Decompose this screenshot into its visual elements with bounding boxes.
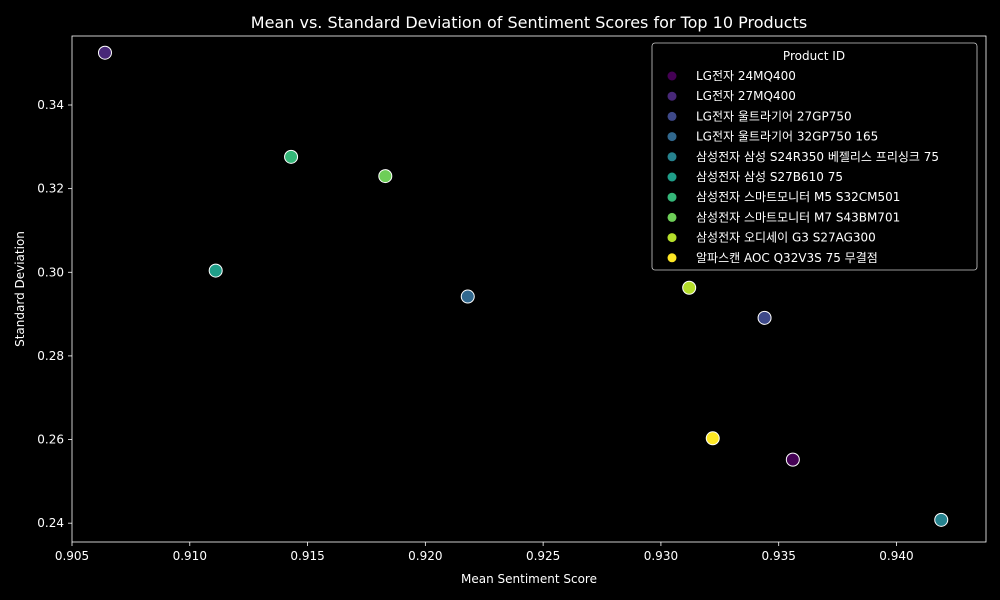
legend-label: 삼성전자 스마트모니터 M5 S32CM501 — [696, 190, 900, 204]
y-tick-label: 0.32 — [37, 182, 64, 196]
legend-items: LG전자 24MQ400 LG전자 27MQ400 LG전자 울트라기어 27GP7… — [667, 69, 939, 265]
data-point — [97, 45, 112, 60]
x-tick-label: 0.935 — [762, 549, 796, 563]
x-tick-label: 0.920 — [408, 549, 442, 563]
y-tick-label: 0.34 — [37, 98, 64, 112]
data-point — [757, 310, 772, 325]
y-tick-label: 0.24 — [37, 516, 64, 530]
legend-label: LG전자 울트라기어 32GP750 165 — [696, 130, 878, 144]
legend-marker — [667, 192, 677, 202]
legend-label: 삼성전자 삼성 S27B610 75 — [696, 170, 843, 184]
legend-marker — [667, 71, 677, 81]
legend-label: 삼성전자 삼성 S24R350 베젤리스 프리싱크 75 — [696, 150, 939, 164]
x-tick-label: 0.915 — [290, 549, 324, 563]
legend-label: LG전자 24MQ400 — [696, 69, 796, 83]
x-tick-label: 0.940 — [879, 549, 913, 563]
y-tick-label: 0.28 — [37, 349, 64, 363]
y-axis-label: Standard Deviation — [13, 231, 27, 347]
legend-label: 삼성전자 오디세이 G3 S27AG300 — [696, 231, 876, 245]
legend-marker — [667, 253, 677, 263]
data-point — [705, 431, 720, 446]
data-point — [378, 169, 393, 184]
legend-marker — [667, 91, 677, 101]
legend-label: LG전자 27MQ400 — [696, 89, 796, 103]
legend-marker — [667, 132, 677, 142]
x-tick-label: 0.925 — [526, 549, 560, 563]
legend-title: Product ID — [783, 49, 845, 63]
legend-marker — [667, 111, 677, 121]
x-axis: 0.905 0.910 0.915 0.920 0.925 0.930 0.935 0.940 — [55, 542, 914, 563]
x-tick-label: 0.930 — [644, 549, 678, 563]
legend-box — [651, 42, 978, 271]
y-tick-label: 0.30 — [37, 265, 64, 279]
data-point — [284, 149, 299, 164]
data-point — [934, 512, 949, 527]
x-tick-label: 0.910 — [173, 549, 207, 563]
data-point — [785, 452, 800, 467]
legend-marker — [667, 233, 677, 243]
x-tick-label: 0.905 — [55, 549, 89, 563]
y-tick-label: 0.26 — [37, 433, 64, 447]
y-axis: 0.24 0.26 0.28 0.30 0.32 0.34 — [37, 98, 72, 530]
data-point — [208, 263, 223, 278]
legend-label: LG전자 울트라기어 27GP750 — [696, 109, 852, 123]
legend-marker — [667, 212, 677, 222]
data-point — [460, 289, 475, 304]
legend-marker — [667, 152, 677, 162]
chart-title: Mean vs. Standard Deviation of Sentiment… — [251, 13, 807, 32]
x-axis-label: Mean Sentiment Score — [461, 572, 597, 586]
data-points — [97, 45, 949, 527]
legend-marker — [667, 172, 677, 182]
legend-label: 알파스캔 AOC Q32V3S 75 무결점 — [696, 251, 878, 265]
data-point — [682, 280, 697, 295]
legend-label: 삼성전자 스마트모니터 M7 S43BM701 — [696, 210, 900, 224]
